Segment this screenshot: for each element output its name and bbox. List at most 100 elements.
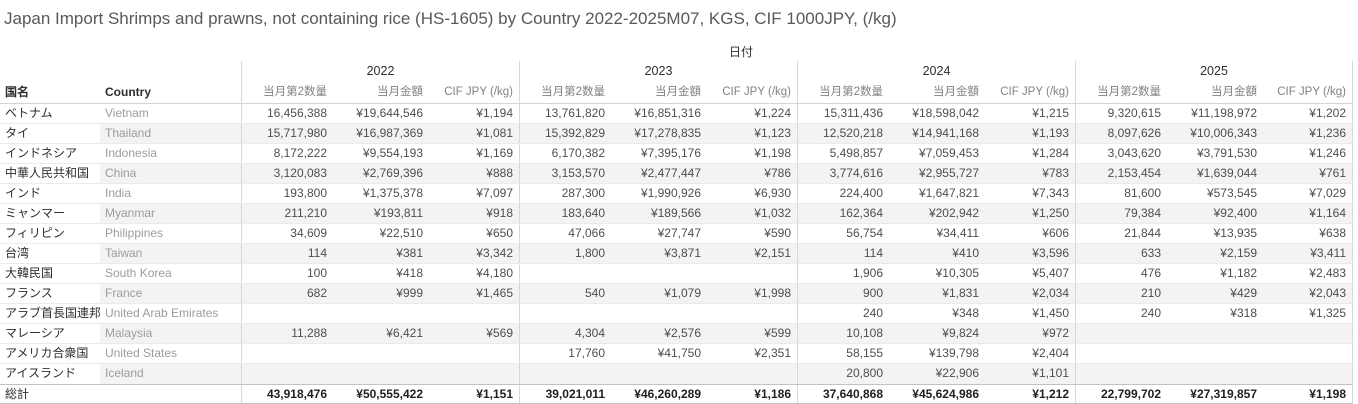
cif-cell: ¥2,151 <box>707 244 797 263</box>
column-field-label: 日付 <box>728 45 754 59</box>
cif-cell <box>1263 324 1353 343</box>
country-name-jp: インド <box>5 186 42 200</box>
country-name-jp: ベトナム <box>5 106 53 120</box>
country-name-en: Taiwan <box>100 244 241 263</box>
qty-cell: 8,172,222 <box>241 144 333 163</box>
table-row: マレーシア Malaysia 11,288 ¥6,421 ¥569 4,304 ¥2,576… <box>0 324 1353 344</box>
cif-cell: ¥2,351 <box>754 346 791 360</box>
amount-cell <box>333 304 429 323</box>
cif-cell: ¥1,198 <box>1263 385 1353 403</box>
amount-cell <box>333 344 429 363</box>
country-name-jp: 台湾 <box>5 246 30 260</box>
amount-cell: ¥16,987,369 <box>333 124 429 143</box>
qty-cell: 47,066 <box>519 224 611 243</box>
year-header: 2025 <box>1075 61 1353 82</box>
cif-cell: ¥1,202 <box>1263 104 1353 123</box>
qty-cell <box>241 304 333 323</box>
qty-cell: 58,155 <box>797 344 889 363</box>
amount-cell: ¥1,079 <box>611 284 707 303</box>
qty-cell: 240 <box>797 304 889 323</box>
qty-cell: 79,384 <box>1075 204 1167 223</box>
cif-cell <box>429 304 519 323</box>
year-header: 2022 <box>241 61 519 82</box>
qty-cell: 3,774,616 <box>797 164 889 183</box>
cif-cell: ¥2,404 <box>1032 346 1069 360</box>
qty-cell: 9,320,615 <box>1075 104 1167 123</box>
cif-cell: ¥918 <box>429 204 519 223</box>
cif-cell: ¥1,081 <box>429 124 519 143</box>
amount-cell: ¥189,566 <box>611 204 707 223</box>
qty-cell: 476 <box>1075 264 1167 283</box>
qty-cell <box>519 264 611 283</box>
amount-cell: ¥2,477,447 <box>611 164 707 183</box>
amount-cell: ¥2,769,396 <box>333 164 429 183</box>
country-name-en: United States <box>105 346 178 360</box>
qty-cell: 22,799,702 <box>1075 385 1167 403</box>
cif-cell: ¥786 <box>707 164 797 183</box>
cif-cell <box>1263 364 1353 384</box>
qty-cell: 43,918,476 <box>241 385 333 403</box>
amount-cell: ¥418 <box>396 266 423 280</box>
country-name-en: Myanmar <box>100 204 241 223</box>
amount-cell: ¥22,906 <box>889 364 985 384</box>
qty-cell: 8,097,626 <box>1075 124 1167 143</box>
amount-cell: ¥573,545 <box>1206 186 1257 200</box>
row-header-jp: 国名 <box>5 85 30 99</box>
cif-cell: ¥6,930 <box>754 186 791 200</box>
amount-cell <box>1167 364 1263 384</box>
amount-cell: ¥1,375,378 <box>362 186 423 200</box>
cif-cell: ¥7,097 <box>476 186 513 200</box>
cif-cell <box>429 344 519 363</box>
amount-cell <box>611 304 707 323</box>
metric-header-qty: 当月第2数量 <box>519 82 611 103</box>
amount-cell: ¥9,554,193 <box>362 146 423 160</box>
cif-cell: ¥1,151 <box>476 387 513 401</box>
qty-cell: 39,021,011 <box>519 385 611 403</box>
table-row: フランス France 682 ¥999 ¥1,465 540 ¥1,079 ¥1,998 90… <box>0 284 1353 304</box>
cif-cell: ¥569 <box>429 324 519 343</box>
metric-header-cif: CIF JPY (/kg) <box>722 86 791 98</box>
table-row: アイスランド Iceland 20,800 ¥22,906 ¥1,101 <box>0 364 1353 384</box>
amount-cell: ¥1,182 <box>1220 266 1257 280</box>
view-title: Japan Import Shrimps and prawns, not con… <box>4 9 897 28</box>
metric-header-cif: CIF JPY (/kg) <box>444 86 513 98</box>
amount-cell: ¥9,824 <box>889 324 985 343</box>
amount-cell: ¥14,941,168 <box>889 124 985 143</box>
country-name-en: South Korea <box>105 266 172 280</box>
country-name-jp: マレーシア <box>5 326 65 340</box>
qty-cell: 21,844 <box>1075 224 1167 243</box>
country-name-jp: インドネシア <box>5 146 78 160</box>
cif-cell: ¥1,998 <box>707 284 797 303</box>
qty-cell <box>241 364 333 384</box>
qty-cell: 17,760 <box>519 344 611 363</box>
cif-cell: ¥1,212 <box>1032 387 1069 401</box>
qty-cell: 287,300 <box>519 184 611 203</box>
cif-cell: ¥599 <box>707 324 797 343</box>
country-name-jp: 中華人民共和国 <box>5 166 90 180</box>
amount-cell <box>333 364 429 384</box>
country-name-jp: フランス <box>5 286 53 300</box>
country-name-jp: 大韓民国 <box>5 266 54 280</box>
metric-header-qty: 当月第2数量 <box>241 82 333 103</box>
cif-cell: ¥1,032 <box>707 204 797 223</box>
cif-cell: ¥7,029 <box>1263 184 1353 203</box>
qty-cell: 12,520,218 <box>797 124 889 143</box>
qty-cell: 5,498,857 <box>797 144 889 163</box>
amount-cell: ¥50,555,422 <box>356 387 423 401</box>
cif-cell: ¥638 <box>1263 224 1353 243</box>
table-row: 台湾 Taiwan 114 ¥381 ¥3,342 1,800 ¥3,871 ¥2,151 11… <box>0 244 1353 264</box>
qty-cell <box>1075 324 1167 343</box>
country-name-en: Vietnam <box>105 106 149 120</box>
qty-cell: 210 <box>1075 284 1167 303</box>
country-name-en: China <box>100 164 241 183</box>
qty-cell: 16,456,388 <box>241 104 333 123</box>
table-row: ミャンマー Myanmar 211,210 ¥193,811 ¥918 183,640 ¥1… <box>0 204 1353 224</box>
metric-header-amount: 当月金額 <box>933 86 979 98</box>
qty-cell <box>241 344 333 363</box>
amount-cell: ¥10,006,343 <box>1167 124 1263 143</box>
cif-cell: ¥4,180 <box>476 266 513 280</box>
year-header: 2023 <box>519 61 797 82</box>
amount-cell: ¥34,411 <box>936 226 980 240</box>
amount-cell: ¥45,624,986 <box>912 387 979 401</box>
